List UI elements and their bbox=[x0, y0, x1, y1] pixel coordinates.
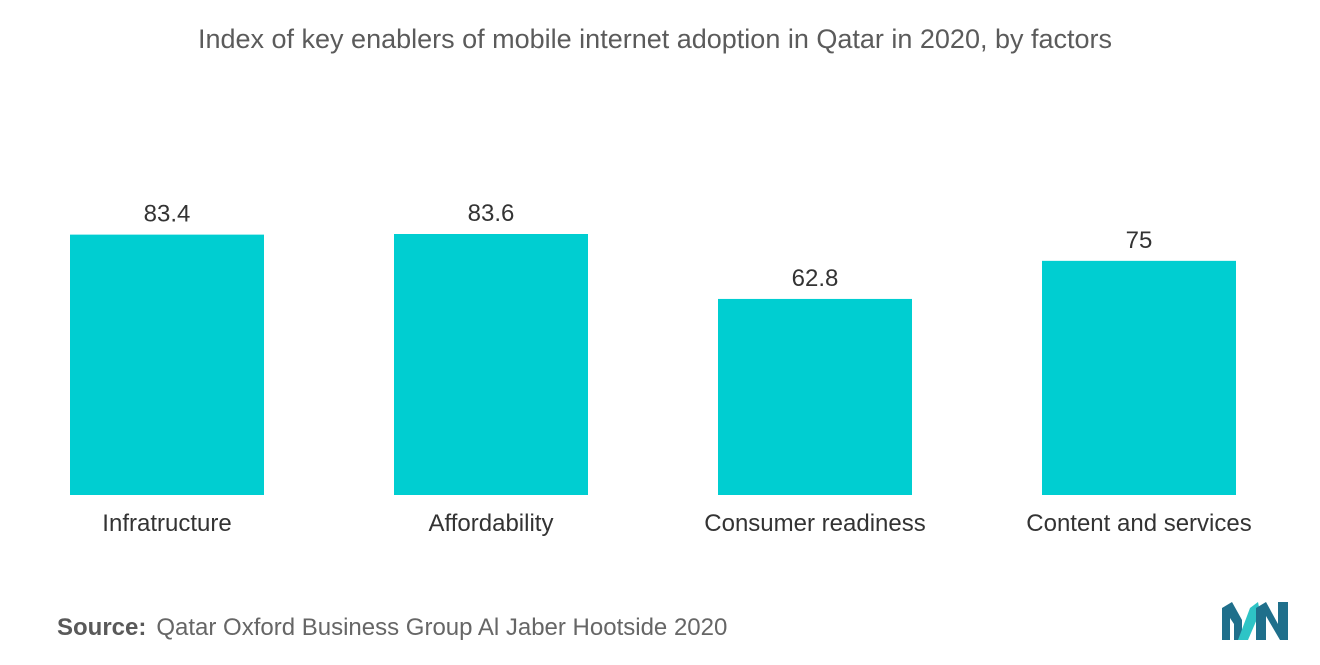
chart-title: Index of key enablers of mobile internet… bbox=[197, 24, 1113, 54]
logo-left-stroke bbox=[1222, 602, 1242, 640]
bar-infratructure bbox=[70, 234, 264, 496]
bar-content-and-services bbox=[1042, 260, 1236, 495]
value-label: 83.4 bbox=[144, 201, 191, 228]
source-text: Qatar Oxford Business Group Al Jaber Hoo… bbox=[156, 614, 728, 641]
category-label: Infratructure bbox=[102, 510, 231, 537]
category-label: Content and services bbox=[1026, 510, 1251, 537]
source-line: Source: Qatar Oxford Business Group Al Ja… bbox=[57, 614, 727, 642]
bar-consumer-readiness bbox=[718, 298, 912, 495]
value-label: 83.6 bbox=[468, 200, 515, 227]
source-label: Source: bbox=[57, 614, 147, 641]
bar-affordability bbox=[394, 234, 588, 495]
category-label: Affordability bbox=[429, 510, 554, 537]
logo-right-stroke bbox=[1256, 602, 1288, 640]
category-label: Consumer readiness bbox=[704, 510, 925, 537]
value-label: 62.8 bbox=[792, 265, 839, 292]
bar-chart: 83.4 Infratructure 83.6 Affordability 62.8 Co… bbox=[70, 200, 1252, 537]
logo-middle-stroke bbox=[1238, 602, 1260, 640]
value-label: 75 bbox=[1126, 227, 1153, 254]
mordor-intelligence-logo-icon bbox=[1222, 602, 1288, 640]
